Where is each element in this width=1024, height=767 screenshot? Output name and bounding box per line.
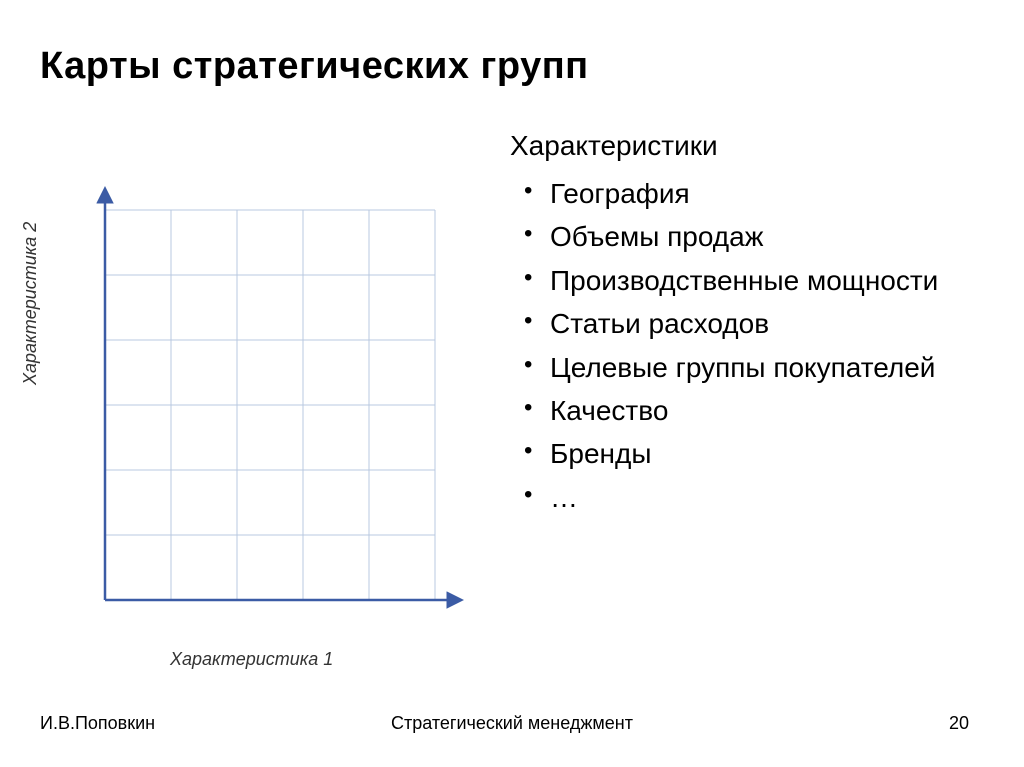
slide-footer: И.В.Поповкин Стратегический менеджмент 2… (0, 713, 1024, 737)
strategic-groups-chart: Характеристика 2 Характеристика 1 (30, 185, 470, 645)
list-item: Статьи расходов (510, 302, 990, 345)
list-item: Качество (510, 389, 990, 432)
chart-grid-svg (85, 185, 465, 615)
list-heading: Характеристики (510, 130, 990, 162)
list-item: География (510, 172, 990, 215)
list-item: Целевые группы покупателей (510, 346, 990, 389)
characteristics-list-area: Характеристики ГеографияОбъемы продажПро… (510, 130, 990, 519)
slide: Карты стратегических групп Характеристик… (0, 0, 1024, 767)
y-axis-label: Характеристика 2 (20, 222, 41, 385)
list-item: Бренды (510, 432, 990, 475)
footer-title: Стратегический менеджмент (0, 713, 1024, 734)
x-axis-label: Характеристика 1 (170, 649, 333, 670)
list-item: … (510, 476, 990, 519)
footer-page-number: 20 (949, 713, 969, 734)
slide-title: Карты стратегических групп (40, 45, 589, 88)
list-item: Производственные мощности (510, 259, 990, 302)
list-item: Объемы продаж (510, 215, 990, 258)
characteristics-list: ГеографияОбъемы продажПроизводственные м… (510, 172, 990, 519)
